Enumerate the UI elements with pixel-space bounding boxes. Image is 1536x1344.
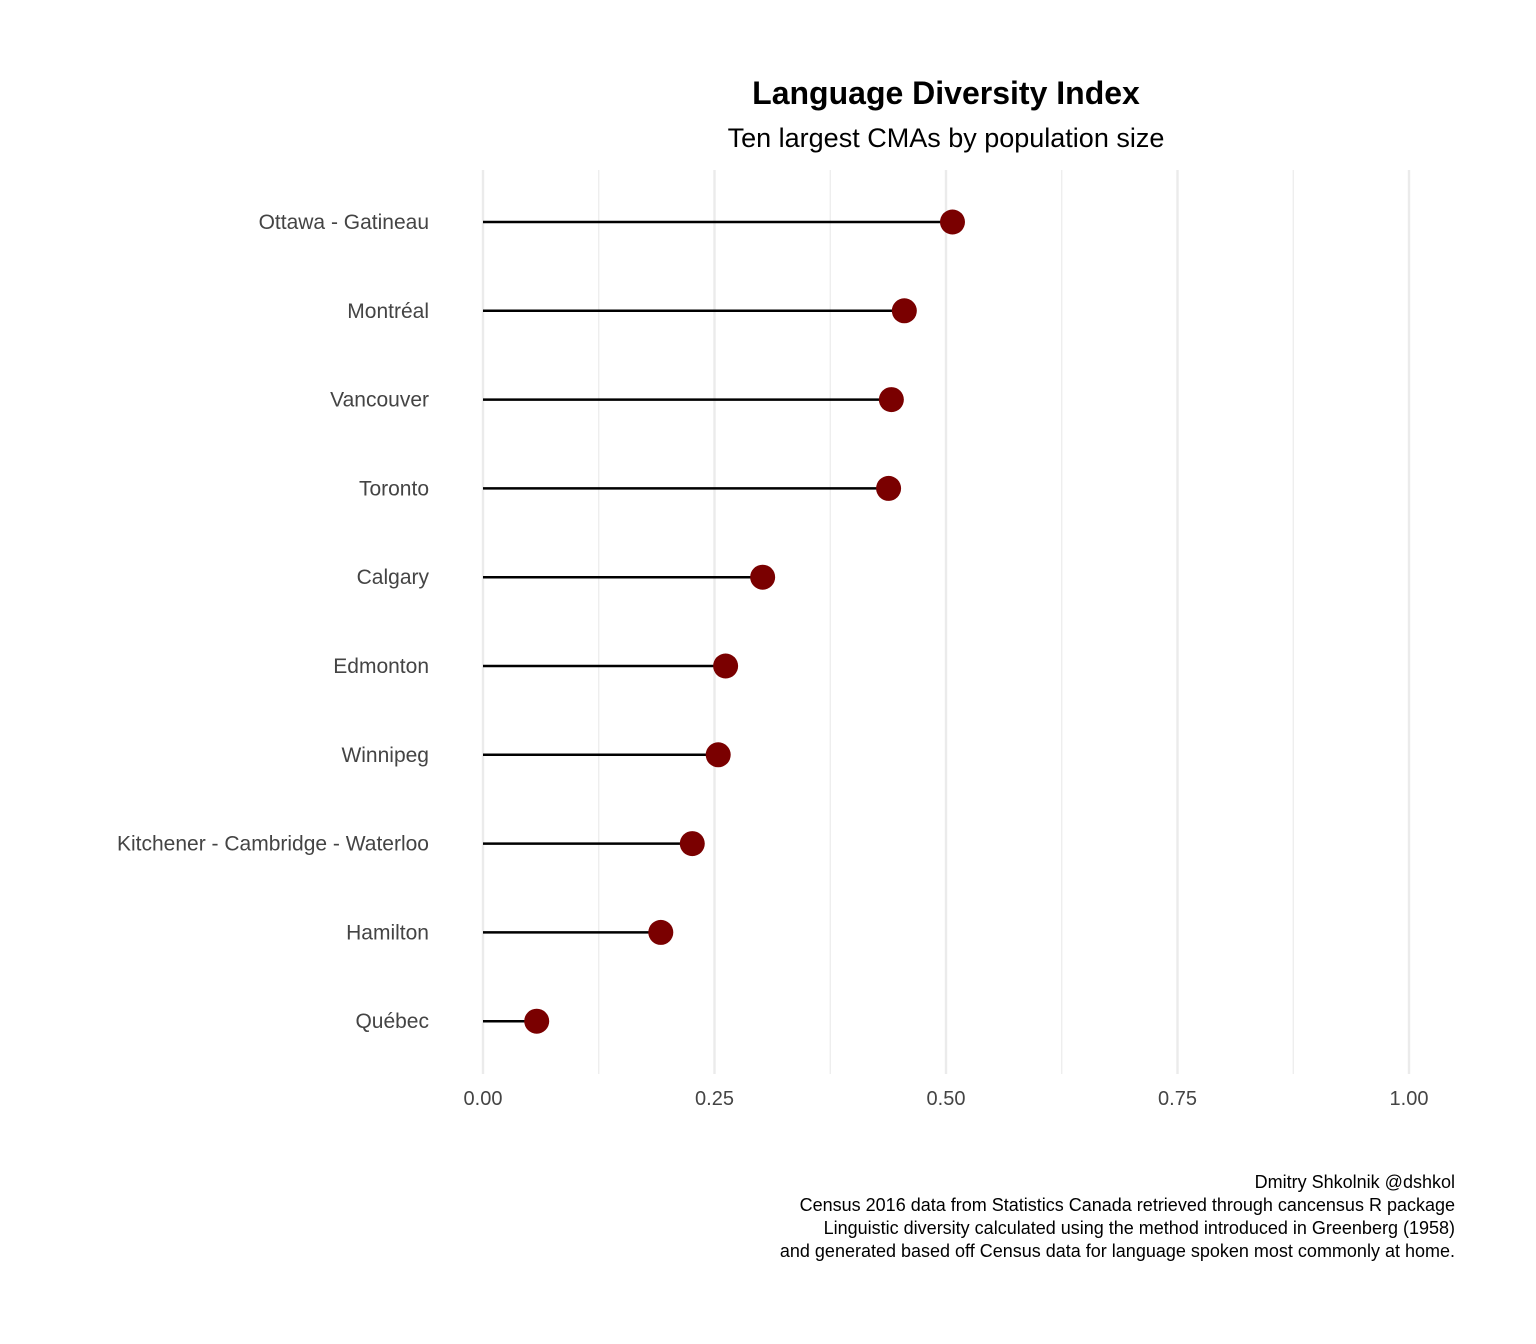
data-point <box>705 742 731 768</box>
category-label: Winnipeg <box>341 744 429 767</box>
data-point <box>648 919 674 945</box>
lollipop-stems <box>483 220 953 1023</box>
category-label: Montréal <box>347 300 429 323</box>
data-point <box>713 653 739 679</box>
data-points <box>524 209 965 1034</box>
x-tick-label: 0.25 <box>695 1088 734 1110</box>
x-tick-label: 0.75 <box>1158 1088 1197 1110</box>
x-tick-label: 0.50 <box>927 1088 966 1110</box>
data-point <box>679 831 705 857</box>
data-point <box>939 209 965 235</box>
data-point <box>878 387 904 413</box>
x-axis-tick-labels: 0.00 0.25 0.50 0.75 1.00 <box>464 1088 1429 1110</box>
category-label: Edmonton <box>333 655 429 678</box>
x-tick-label: 1.00 <box>1390 1088 1429 1110</box>
data-point <box>891 298 917 324</box>
category-label: Hamilton <box>346 921 429 944</box>
data-point <box>876 475 902 501</box>
data-point <box>750 564 776 590</box>
category-label: Kitchener - Cambridge - Waterloo <box>117 833 429 856</box>
chart-title: Language Diversity Index <box>752 75 1140 111</box>
data-point <box>524 1008 550 1034</box>
caption-line-3: Linguistic diversity calculated using th… <box>824 1218 1455 1238</box>
category-label: Québec <box>355 1010 429 1033</box>
caption: Dmitry Shkolnik @dshkol Census 2016 data… <box>780 1172 1455 1261</box>
category-labels: Ottawa - Gatineau Montréal Vancouver Toront… <box>117 211 430 1033</box>
category-label: Calgary <box>357 566 430 589</box>
chart-subtitle: Ten largest CMAs by population size <box>728 123 1165 153</box>
x-tick-label: 0.00 <box>464 1088 503 1110</box>
category-label: Toronto <box>359 477 429 500</box>
category-label: Vancouver <box>330 389 429 412</box>
grid-lines <box>481 170 1411 1074</box>
category-label: Ottawa - Gatineau <box>259 211 429 234</box>
caption-line-1: Dmitry Shkolnik @dshkol <box>1255 1172 1455 1192</box>
caption-line-2: Census 2016 data from Statistics Canada … <box>800 1195 1455 1215</box>
caption-line-4: and generated based off Census data for … <box>780 1241 1455 1261</box>
